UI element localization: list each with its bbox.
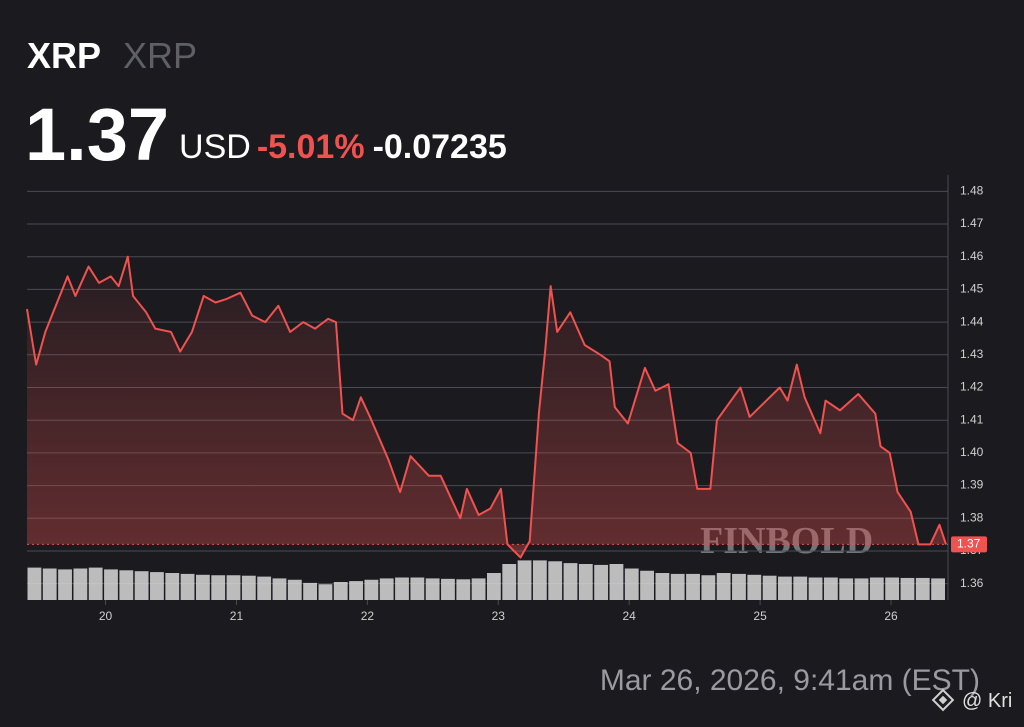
volume-bar — [318, 584, 333, 600]
y-tick-label: 1.46 — [960, 249, 984, 263]
volume-bar — [150, 572, 164, 600]
volume-bar — [532, 560, 547, 600]
volume-bar — [686, 573, 700, 600]
volume-bar — [885, 577, 900, 600]
symbol: XRP — [27, 35, 101, 76]
volume-bar — [578, 564, 593, 600]
volume-bar — [88, 567, 103, 600]
volume-bar — [42, 568, 57, 600]
volume-bar — [441, 578, 455, 600]
volume-bar — [119, 570, 134, 600]
x-tick-label: 22 — [361, 609, 375, 623]
volume-bar — [487, 573, 501, 600]
y-tick-label: 1.40 — [960, 445, 984, 459]
volume-bar — [471, 578, 486, 600]
area — [27, 256, 946, 558]
volume-bar — [27, 567, 42, 600]
volume-bar — [349, 581, 363, 600]
x-tick-label: 21 — [230, 609, 244, 623]
volume-bar — [640, 570, 654, 600]
y-tick-label: 1.48 — [960, 184, 984, 198]
volume-bar — [900, 577, 915, 600]
volume-bar — [778, 576, 792, 600]
volume-bar — [410, 577, 425, 600]
plot: 1.36 1.37 1.38 1.39 1.40 1.41 1.42 1.43 1.44 1.45… — [26, 175, 987, 623]
volume-bar — [701, 575, 716, 600]
volume-bar — [670, 573, 685, 600]
price: 1.37 — [25, 93, 169, 176]
change-percent: -5.01% — [257, 128, 365, 166]
last-price-badge — [951, 536, 987, 553]
volume-bar — [456, 579, 471, 600]
y-tick-label: 1.42 — [960, 380, 984, 394]
volume-bar — [548, 561, 563, 600]
x-tick-label: 26 — [884, 609, 898, 623]
volume-bar — [624, 568, 639, 600]
x-tick-label: 20 — [99, 609, 113, 623]
y-tick-label: 1.41 — [960, 412, 984, 426]
volume-bar — [823, 577, 838, 600]
price-line — [26, 255, 947, 559]
x-tick-label: 25 — [753, 609, 767, 623]
volume-bar — [241, 575, 256, 600]
volume-bar — [195, 574, 210, 600]
volume-bar — [211, 575, 226, 600]
volume-bar — [165, 573, 180, 600]
volume-bar — [180, 573, 195, 600]
change: -0.07235 — [373, 128, 507, 166]
volume-bar — [594, 564, 609, 600]
y-tick-label: 1.39 — [960, 478, 984, 492]
volume-bar — [134, 571, 149, 600]
volume-bar — [379, 578, 394, 600]
volume-bar — [762, 575, 777, 600]
volume-bar — [869, 577, 884, 600]
asset-name: XRP — [123, 35, 197, 76]
volume-bar — [333, 582, 348, 600]
volume-bar — [425, 578, 440, 600]
y-tick-label: 1.44 — [960, 314, 984, 328]
volume-bar — [226, 575, 241, 600]
y-tick-label: 1.47 — [960, 216, 984, 230]
volume-bar — [655, 573, 670, 600]
volume-bar — [931, 578, 945, 600]
last-price-label: 1.37 — [957, 537, 981, 551]
volume-bar — [854, 578, 869, 600]
volume-bar — [793, 576, 808, 600]
volume-bar — [732, 573, 746, 600]
volume-bar — [609, 564, 624, 600]
volume-bar — [517, 560, 532, 600]
volume-bar — [272, 578, 287, 600]
y-tick-label: 1.38 — [960, 510, 984, 524]
volume-bar — [563, 563, 578, 600]
credit: @ Kri — [962, 690, 1012, 712]
volume-bar — [716, 573, 731, 600]
x-tick-label: 24 — [623, 609, 637, 623]
volume-bar — [808, 577, 823, 600]
volume-bar — [747, 574, 762, 600]
volume-bar — [395, 577, 409, 600]
volume-bar — [839, 578, 854, 600]
volume-bar — [303, 582, 318, 600]
y-tick-label: 1.45 — [960, 282, 984, 296]
timestamp: Mar 26, 2026, 9:41am (EST) — [600, 664, 980, 697]
volume-bar — [287, 579, 302, 600]
y-tick-label: 1.43 — [960, 347, 984, 361]
volume-bar — [915, 577, 930, 600]
volume-bar — [73, 568, 88, 600]
volume-bar — [502, 564, 517, 600]
y-tick-label: 1.36 — [960, 576, 984, 590]
currency: USD — [179, 128, 251, 166]
volume-bar — [364, 579, 379, 600]
volume-bar — [104, 569, 118, 600]
volume-bar — [257, 576, 272, 600]
x-tick-label: 23 — [492, 609, 506, 623]
volume-bar — [58, 569, 72, 600]
